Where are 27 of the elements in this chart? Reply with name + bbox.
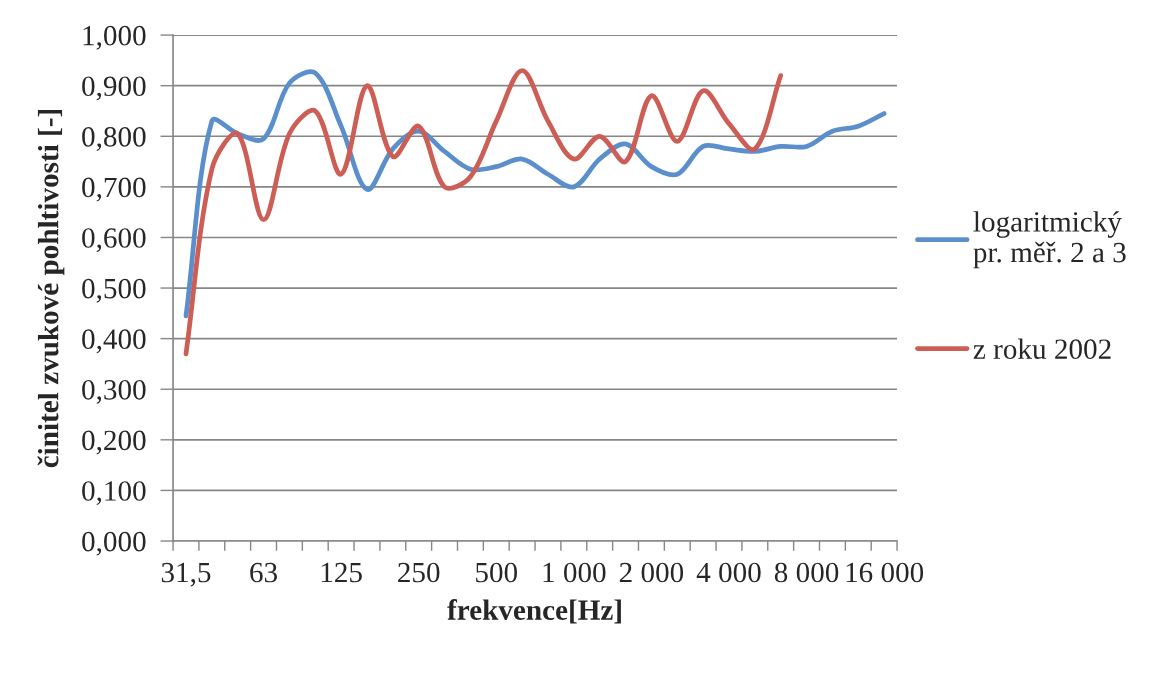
x-tick-label: 8 000 — [774, 562, 839, 583]
x-tick-label: 4 000 — [696, 562, 761, 583]
y-tick-label: 0,300 — [82, 379, 146, 404]
y-tick-label: 0,100 — [82, 481, 146, 506]
legend-label: logaritmický pr. měř. 2 a 3 — [973, 211, 1126, 269]
x-tick-label: 63 — [250, 562, 277, 583]
y-tick-label: 0,400 — [82, 329, 146, 354]
y-tick-label: 0,200 — [82, 430, 146, 455]
y-tick-label: 1,000 — [83, 25, 146, 50]
x-tick-label: 2 000 — [619, 562, 684, 583]
x-tick-label: 1 000 — [543, 562, 606, 583]
legend-label: z roku 2002 — [973, 338, 1111, 360]
y-axis-title: činitel zvukové pohltivosti [-] — [37, 109, 65, 468]
y-tick-label: 0,900 — [82, 76, 146, 101]
x-tick-label: 250 — [398, 562, 440, 583]
x-tick-label: 500 — [476, 562, 518, 583]
x-tick-label: 31,5 — [161, 562, 211, 587]
line-series — [183, 70, 887, 319]
x-tick-label: 16 000 — [846, 562, 924, 583]
y-tick-label: 0,500 — [82, 278, 146, 303]
y-tick-label: 0,800 — [82, 127, 146, 151]
line-series — [183, 68, 784, 357]
y-tick-label: 0,600 — [82, 228, 146, 253]
y-tick-label: 0,000 — [82, 531, 146, 556]
x-tick-label: 125 — [321, 562, 362, 583]
y-tick-label: 0,700 — [82, 177, 146, 202]
x-axis-title: frekvence[Hz] — [447, 599, 621, 624]
